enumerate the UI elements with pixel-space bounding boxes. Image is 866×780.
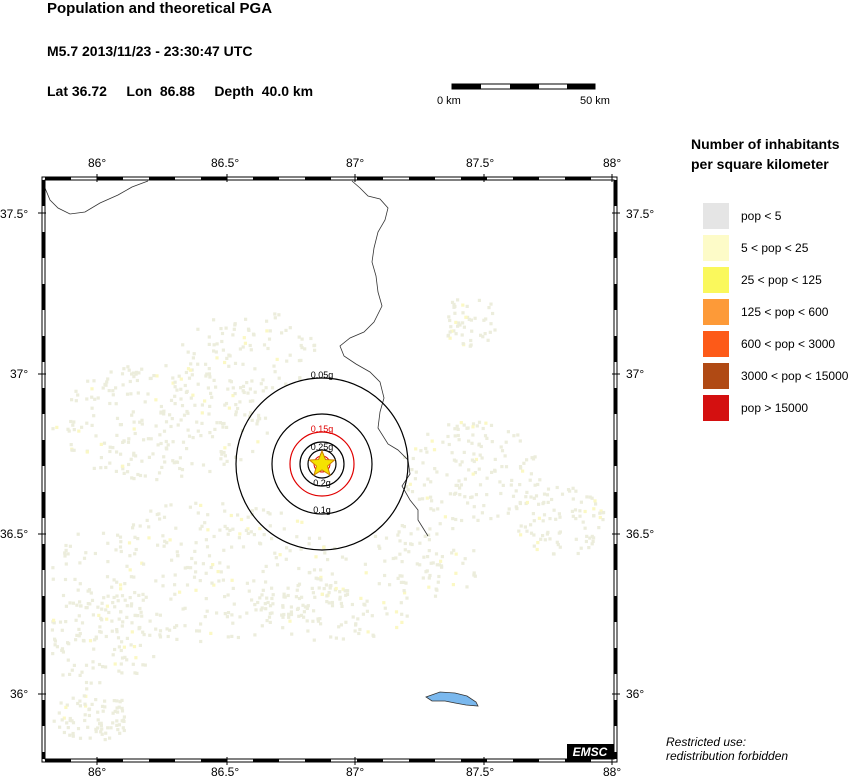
legend-item: 3000 < pop < 15000 [703, 360, 848, 392]
longitude-value: Lon 86.88 [126, 83, 195, 99]
lon-tick-top: 87.5° [466, 156, 495, 170]
legend-item: 125 < pop < 600 [703, 296, 848, 328]
lake [425, 691, 479, 707]
pga-contour-0.15g [289, 431, 355, 497]
latitude-value: Lat 36.72 [47, 83, 107, 99]
legend-swatch [703, 331, 729, 357]
legend-item: pop < 5 [703, 200, 848, 232]
pga-contour-0.1g [271, 413, 373, 515]
lon-tick-bottom: 86° [88, 765, 107, 779]
legend-item: 5 < pop < 25 [703, 232, 848, 264]
legend-swatch [703, 267, 729, 293]
map-title: Population and theoretical PGA [47, 0, 273, 17]
lon-tick-top: 88° [603, 156, 622, 170]
legend-swatch [703, 299, 729, 325]
lat-tick-right: 37° [626, 367, 645, 381]
pga-label-0.2g: 0.2g [313, 478, 331, 488]
lon-tick-top: 86° [88, 156, 107, 170]
legend-title-line2: per square kilometer [691, 156, 829, 172]
legend-label: pop > 15000 [741, 401, 809, 415]
legend-item: 600 < pop < 3000 [703, 328, 848, 360]
usage-notice-line2: redistribution forbidden [666, 749, 789, 763]
legend-label: pop < 5 [741, 209, 782, 223]
legend-label: 3000 < pop < 15000 [741, 369, 849, 383]
legend-label: 600 < pop < 3000 [741, 337, 836, 351]
emsc-badge: EMSC [567, 744, 614, 759]
legend-label: 125 < pop < 600 [741, 305, 829, 319]
legend-title-line1: Number of inhabitants [691, 136, 840, 152]
legend-title: Number of inhabitants per square kilomet… [691, 134, 840, 174]
lat-tick-left: 37.5° [0, 207, 29, 221]
scale-start-label: 0 km [437, 95, 461, 107]
hypocenter-info: Lat 36.72 Lon 86.88 Depth 40.0 km [47, 83, 313, 99]
lat-tick-left: 36° [10, 687, 29, 701]
legend-label: 5 < pop < 25 [741, 241, 809, 255]
legend-swatch [703, 363, 729, 389]
legend-label: 25 < pop < 125 [741, 273, 822, 287]
lon-tick-bottom: 87° [346, 765, 365, 779]
pga-contours [235, 377, 409, 551]
lat-tick-right: 36.5° [626, 527, 655, 541]
pga-label-0.1g: 0.1g [313, 505, 331, 515]
lat-tick-left: 37° [10, 367, 29, 381]
legend-item: pop > 15000 [703, 392, 848, 424]
lon-tick-top: 86.5° [211, 156, 240, 170]
population-legend: pop < 5 5 < pop < 25 25 < pop < 125 125 < p… [703, 200, 848, 424]
event-info: M5.7 2013/11/23 - 23:30:47 UTC [47, 43, 253, 59]
usage-notice-line1: Restricted use: [666, 735, 747, 749]
pga-label-0.25g: 0.25g [311, 442, 334, 452]
legend-swatch [703, 203, 729, 229]
lon-tick-bottom: 88° [603, 765, 622, 779]
usage-notice: Restricted use: redistribution forbidden [666, 735, 788, 763]
lon-tick-top: 87° [346, 156, 365, 170]
population-density-layer [50, 298, 606, 742]
scale-end-label: 50 km [580, 95, 610, 107]
pga-contour-0.2g [299, 441, 345, 487]
lat-tick-right: 36° [626, 687, 645, 701]
border-line [44, 180, 429, 537]
lon-tick-bottom: 86.5° [211, 765, 240, 779]
svg-text:EMSC: EMSC [573, 745, 608, 759]
pga-label-0.05g: 0.05g [311, 370, 334, 380]
pga-label-0.15g: 0.15g [311, 424, 334, 434]
depth-value: Depth 40.0 km [214, 83, 314, 99]
map-frame [38, 174, 620, 765]
lat-tick-left: 36.5° [0, 527, 29, 541]
scale-bar [451, 83, 596, 90]
legend-swatch [703, 395, 729, 421]
legend-swatch [703, 235, 729, 261]
lat-tick-right: 37.5° [626, 207, 655, 221]
pga-contour-0.05g [235, 377, 409, 551]
lon-tick-bottom: 87.5° [466, 765, 495, 779]
legend-item: 25 < pop < 125 [703, 264, 848, 296]
epicenter-star-icon [308, 449, 336, 477]
